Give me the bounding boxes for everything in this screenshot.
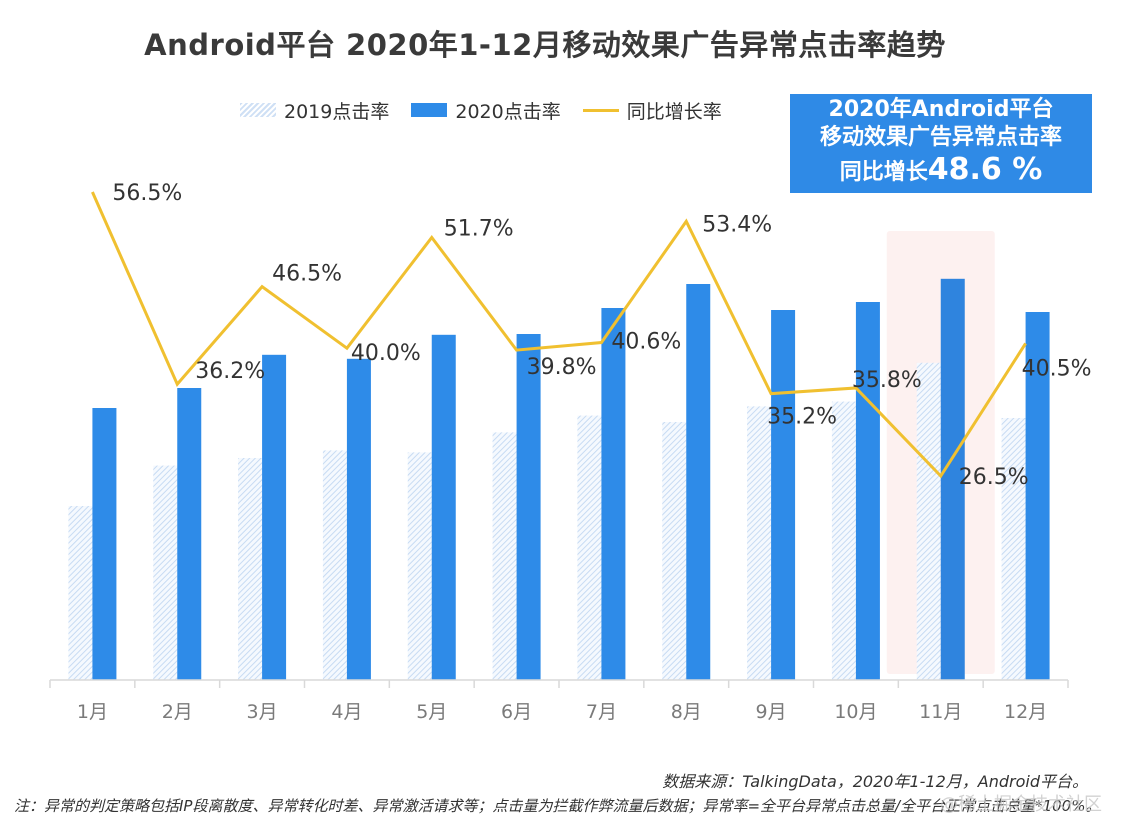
bar-2019-8 <box>662 422 687 680</box>
x-tick-label: 2月 <box>162 701 193 723</box>
watermark: @稀土掘金技术社区 <box>940 794 1102 815</box>
bar-2019-12 <box>1001 418 1026 680</box>
legend-item-2019: 2019点击率 <box>240 97 389 124</box>
x-tick-label: 10月 <box>834 701 877 723</box>
data-source: 数据来源：TalkingData，2020年1-12月，Android平台。 <box>662 772 1088 791</box>
legend-label-2020: 2020点击率 <box>455 100 561 123</box>
bar-2020-7 <box>601 308 626 680</box>
x-tick-label: 3月 <box>247 701 278 723</box>
bar-2020-9 <box>771 310 796 680</box>
bar-2019-1 <box>68 506 93 680</box>
x-tick-label: 7月 <box>586 701 617 723</box>
bar-2019-5 <box>407 452 432 680</box>
legend-swatch-2019 <box>240 103 276 117</box>
bar-2020-1 <box>92 408 117 680</box>
x-tick-label: 8月 <box>671 701 702 723</box>
growth-label-5: 51.7% <box>444 216 514 241</box>
legend-label-2019: 2019点击率 <box>284 100 390 123</box>
legend: 2019点击率 2020点击率 同比增长率 <box>240 96 744 124</box>
legend-swatch-2020 <box>411 103 448 117</box>
legend-item-growth: 同比增长率 <box>582 97 722 124</box>
growth-label-1: 56.5% <box>112 181 182 206</box>
bar-2019-6 <box>492 432 517 680</box>
bar-2020-3 <box>262 354 287 680</box>
x-tick-label: 12月 <box>1004 701 1047 723</box>
chart-title: Android平台 2020年1-12月移动效果广告异常点击率趋势 <box>144 28 946 62</box>
bar-2020-10 <box>855 302 880 680</box>
x-tick-label: 9月 <box>756 701 787 723</box>
bar-2020-8 <box>686 284 711 680</box>
callout-line-1: 2020年Android平台 <box>828 97 1054 122</box>
legend-swatch-growth <box>582 108 619 112</box>
x-tick-label: 11月 <box>919 701 962 723</box>
growth-label-4: 40.0% <box>351 341 421 366</box>
growth-label-6: 39.8% <box>527 355 597 380</box>
callout-line-3: 同比增长48.6 % <box>790 152 1092 191</box>
growth-label-7: 40.6% <box>611 330 681 355</box>
bar-2020-2 <box>177 388 202 680</box>
bar-2020-5 <box>431 334 456 680</box>
x-tick-label: 4月 <box>331 701 362 723</box>
bar-2019-10 <box>831 401 856 680</box>
growth-line <box>91 191 1027 479</box>
growth-label-9: 35.2% <box>767 405 837 430</box>
footnote: 注：异常的判定策略包括IP段离散度、异常转化时差、异常激活请求等；点击量为拦截作… <box>14 797 1101 815</box>
callout-prefix: 同比增长 <box>839 160 928 185</box>
bar-2019-7 <box>577 415 602 680</box>
bar-2019-4 <box>322 450 347 680</box>
bar-2020-4 <box>346 358 371 680</box>
bar-2020-12 <box>1025 312 1050 680</box>
bar-2020-6 <box>516 334 541 680</box>
bar-2019-11 <box>916 362 941 680</box>
legend-label-growth: 同比增长率 <box>626 100 722 123</box>
x-tick-label: 5月 <box>416 701 447 723</box>
growth-label-12: 40.5% <box>1022 356 1092 381</box>
growth-label-10: 35.8% <box>852 368 922 393</box>
growth-label-3: 46.5% <box>272 262 342 287</box>
growth-label-2: 36.2% <box>195 359 265 384</box>
growth-label-8: 53.4% <box>702 212 772 237</box>
callout-line-2: 移动效果广告异常点击率 <box>819 125 1062 150</box>
x-tick-label: 1月 <box>77 701 108 723</box>
bar-2019-3 <box>238 458 263 680</box>
bar-2019-9 <box>747 406 772 680</box>
growth-label-11: 26.5% <box>959 465 1029 490</box>
callout-value: 48.6 % <box>927 152 1043 187</box>
legend-item-2020: 2020点击率 <box>411 97 561 124</box>
x-tick-label: 6月 <box>501 701 532 723</box>
bar-2020-11 <box>940 278 965 680</box>
bar-2019-2 <box>153 465 178 680</box>
summary-callout: 2020年Android平台 移动效果广告异常点击率 同比增长48.6 % <box>790 94 1092 193</box>
